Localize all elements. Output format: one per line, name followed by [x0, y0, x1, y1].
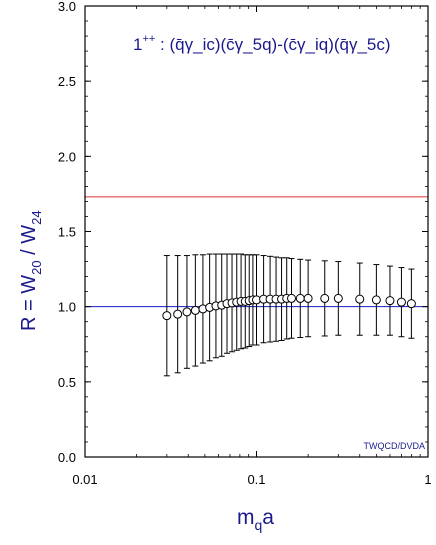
plot-area: 0.0 0.5 1.0 1.5 2.0 2.5 3.0 0.01 0.1 1 — [58, 0, 432, 487]
y-tick-label: 2.0 — [58, 149, 76, 164]
y-label-mid: / W — [18, 225, 40, 261]
y-tick-label: 1.5 — [58, 225, 76, 240]
x-tick-label: 1 — [424, 472, 431, 487]
x-tick-label: 0.1 — [247, 472, 265, 487]
data-point — [355, 294, 365, 304]
y-tick-label: 1.0 — [58, 300, 76, 315]
data-point — [287, 293, 297, 303]
y-label-sub2: 24 — [29, 210, 44, 224]
data-point — [396, 297, 406, 307]
data-point — [385, 296, 395, 306]
data-point — [162, 311, 172, 321]
y-tick-label: 0.5 — [58, 375, 76, 390]
data-point — [190, 305, 200, 315]
data-point — [182, 307, 192, 317]
data-point — [406, 299, 416, 309]
data-point — [173, 309, 183, 319]
x-label-tail: a — [262, 506, 274, 529]
y-label-base: R = W — [18, 275, 40, 331]
title-main: 1 — [133, 35, 142, 54]
data-point — [371, 295, 381, 305]
data-point — [295, 293, 305, 303]
x-label-sub: q — [255, 517, 263, 533]
y-axis-label: R = W20 / W24 — [18, 210, 44, 331]
x-label-base: m — [237, 506, 255, 529]
title-sup: ++ — [142, 33, 155, 45]
x-tick-label: 0.01 — [72, 472, 97, 487]
y-tick-label: 2.5 — [58, 74, 76, 89]
chart-title: 1++ : (q̄γ_ic)(c̄γ_5q)-(c̄γ_iq)(q̄γ_5c) — [133, 33, 391, 54]
y-tick-label: 3.0 — [58, 0, 76, 14]
data-point — [333, 293, 343, 303]
data-point — [303, 293, 313, 303]
title-formula: (q̄γ_ic)(c̄γ_5q)-(c̄γ_iq)(q̄γ_5c) — [170, 35, 391, 54]
data-point — [320, 293, 330, 303]
plot-frame — [84, 5, 429, 458]
watermark: TWQCD/DVDA — [364, 441, 426, 451]
x-axis-label: mqa — [237, 506, 274, 533]
y-tick-label: 0.0 — [58, 450, 76, 465]
title-rest: : — [155, 35, 169, 54]
y-label-sub1: 20 — [29, 260, 44, 274]
